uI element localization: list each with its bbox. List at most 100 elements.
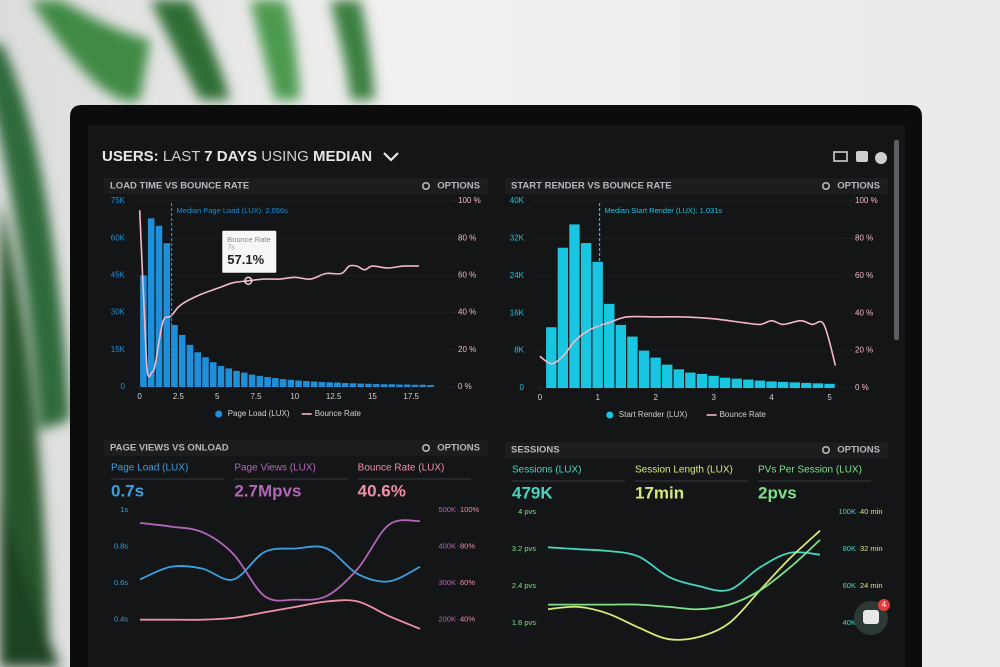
options-button[interactable]: OPTIONS [437, 443, 480, 454]
tooltip-point [244, 276, 253, 285]
y2-tick-label: 80 % [855, 234, 873, 243]
y-tick-label: 40K [510, 196, 525, 205]
panel-header [505, 442, 888, 458]
metric-label: Session Length (LUX) [635, 465, 733, 476]
bar [569, 224, 580, 388]
options-button[interactable]: OPTIONS [837, 445, 880, 456]
y-tick-label: 0 [121, 382, 126, 391]
panel-title: SESSIONS [511, 445, 560, 456]
x-tick-label: 3 [711, 393, 716, 402]
line [140, 599, 421, 630]
bar [326, 382, 333, 387]
bar [546, 327, 557, 388]
x-tick-label: 1 [596, 393, 601, 402]
bar [225, 368, 233, 387]
options-button[interactable]: OPTIONS [837, 181, 880, 192]
bar [592, 261, 603, 388]
bar [163, 243, 170, 387]
title-part: 7 DAYS [204, 148, 257, 165]
metric-value: 479K [512, 483, 553, 502]
x-tick-label: 5 [827, 393, 832, 402]
help-icon[interactable] [875, 152, 887, 164]
legend-label: Start Render (LUX) [619, 410, 688, 419]
legend-label: Bounce Rate [315, 409, 362, 418]
y2-tick-label: 300K [438, 578, 456, 587]
x-tick-label: 10 [290, 392, 299, 401]
bar [801, 382, 812, 388]
metric-value: 2pvs [758, 483, 797, 502]
dashboard-title[interactable]: USERS: LAST 7 DAYS USING MEDIAN [102, 148, 372, 165]
tooltip-title: Bounce Rate [227, 235, 270, 244]
bar [789, 382, 800, 388]
x-tick-label: 4 [769, 393, 774, 402]
bar [696, 373, 708, 388]
line [139, 545, 421, 583]
y-tick-label: 60K [111, 233, 126, 242]
line [139, 519, 421, 602]
bar [140, 275, 147, 387]
bar [824, 383, 835, 388]
y-tick-label: 4 pvs [518, 507, 536, 516]
bar [754, 380, 766, 388]
bar [334, 382, 341, 387]
badge-count: 4 [882, 600, 887, 609]
y3-tick-label: 24 min [860, 581, 883, 590]
y-tick-label: 30K [111, 308, 126, 317]
bar [719, 377, 731, 388]
bar [186, 344, 194, 387]
bar [743, 379, 754, 388]
bar [380, 384, 388, 387]
title-part: LAST [163, 148, 200, 165]
bar [411, 384, 419, 387]
options-icon [421, 443, 430, 452]
bar [427, 385, 434, 387]
y-tick-label: 32K [510, 234, 525, 243]
median-label: Median Start Render (LUX): 1.031s [605, 206, 723, 215]
bar [303, 381, 310, 387]
bar [557, 247, 569, 388]
y2-tick-label: 60 % [855, 271, 873, 280]
y2-tick-label: 80K [843, 544, 856, 553]
legend-marker [606, 411, 614, 419]
y3-tick-label: 100% [460, 505, 480, 514]
y2-tick-label: 60K [843, 581, 856, 590]
panel-header [104, 178, 488, 194]
y3-tick-label: 40% [460, 615, 475, 624]
y2-tick-label: 40K [843, 618, 856, 627]
x-tick-label: 15 [368, 392, 377, 401]
metric-label: Sessions (LUX) [512, 465, 581, 476]
chat-widget[interactable]: 4 [854, 599, 890, 635]
legend-marker [215, 410, 223, 418]
bar [673, 369, 685, 388]
screen-icon[interactable] [833, 151, 848, 162]
bar [349, 383, 357, 387]
y3-tick-label: 32 min [860, 544, 883, 553]
options-icon [821, 182, 830, 191]
y2-tick-label: 80 % [458, 233, 476, 242]
bar [650, 357, 661, 388]
y2-tick-label: 40 % [855, 308, 873, 317]
metric-value: 0.7s [111, 481, 144, 500]
options-icon [421, 182, 430, 191]
plant [0, 0, 375, 667]
bar [248, 374, 256, 387]
panel-header [104, 440, 488, 456]
y-tick-label: 45K [111, 271, 126, 280]
badge [878, 599, 890, 611]
share-icon[interactable] [856, 151, 868, 162]
options-icon [821, 445, 830, 454]
bar [708, 375, 719, 388]
bar [580, 243, 592, 388]
metric-label: Page Load (LUX) [111, 463, 188, 474]
scrollbar[interactable] [894, 140, 899, 340]
metric-label: Page Views (LUX) [234, 463, 316, 474]
x-tick-label: 2 [653, 393, 658, 402]
y2-tick-label: 20 % [458, 345, 476, 354]
dropdown-chevron[interactable] [383, 152, 399, 162]
bar [310, 381, 318, 387]
bar [171, 325, 178, 387]
bar [638, 350, 650, 388]
options-button[interactable]: OPTIONS [437, 181, 480, 192]
y3-tick-label: 40 min [860, 507, 883, 516]
